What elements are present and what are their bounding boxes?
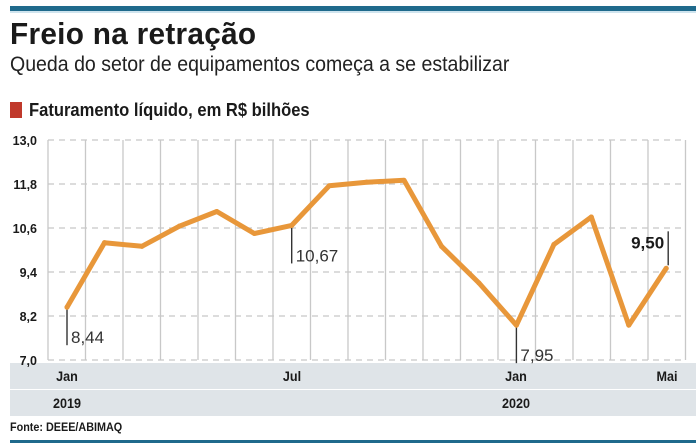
data-point [551, 242, 557, 247]
data-point [401, 177, 407, 183]
source-note: Fonte: DEEE/ABIMAQ [10, 420, 123, 434]
data-point [101, 240, 107, 246]
data-point [289, 222, 295, 228]
data-point [139, 243, 145, 249]
data-point [214, 209, 220, 214]
data-label: 10,67 [296, 246, 339, 265]
legend-color-swatch [10, 102, 22, 118]
y-tick-label: 7,0 [20, 354, 37, 368]
x-axis-month-band [10, 363, 696, 389]
series-line [64, 177, 669, 328]
top-accent-bar [10, 6, 696, 11]
data-point [588, 214, 594, 220]
x-tick-label: Jan [56, 368, 78, 384]
data-point [513, 322, 519, 328]
y-tick-label: 8,2 [20, 310, 37, 324]
x-tick-label: Jan [505, 368, 528, 384]
year-label: 2020 [502, 395, 531, 411]
data-point [626, 322, 632, 328]
data-labels: 8,44 10,67 7,95 9,50 [71, 233, 664, 365]
y-tick-label: 10,6 [13, 222, 37, 236]
x-axis-year-band [10, 390, 696, 416]
data-point [663, 265, 669, 271]
data-point [251, 231, 257, 236]
chart-subtitle: Queda do setor de equipamentos começa a … [10, 53, 510, 76]
y-tick-label: 9,4 [20, 266, 37, 280]
x-tick-label: Jul [282, 368, 301, 384]
data-point [476, 280, 482, 286]
data-point [326, 183, 332, 189]
data-points [64, 177, 669, 328]
chart-title: Freio na retração [10, 16, 257, 51]
data-label: 7,95 [520, 346, 553, 365]
y-tick-label: 11,8 [13, 178, 37, 192]
y-axis-ticks: 13,0 11,8 10,6 9,4 8,2 7,0 [13, 134, 37, 368]
data-label: 9,50 [631, 233, 664, 252]
data-point [176, 223, 182, 229]
x-tick-label: Mai [656, 368, 678, 384]
data-label: 8,44 [71, 328, 104, 347]
data-point [439, 243, 444, 249]
year-label: 2019 [52, 395, 82, 411]
data-point [364, 179, 370, 185]
bottom-accent-bar [10, 440, 696, 443]
top-accent-shadow [10, 11, 696, 13]
legend-label: Faturamento líquido, em R$ bilhões [29, 100, 310, 120]
y-tick-label: 13,0 [13, 134, 37, 148]
grid [47, 139, 687, 361]
annotation-leaders [66, 227, 669, 364]
data-point [64, 304, 70, 310]
